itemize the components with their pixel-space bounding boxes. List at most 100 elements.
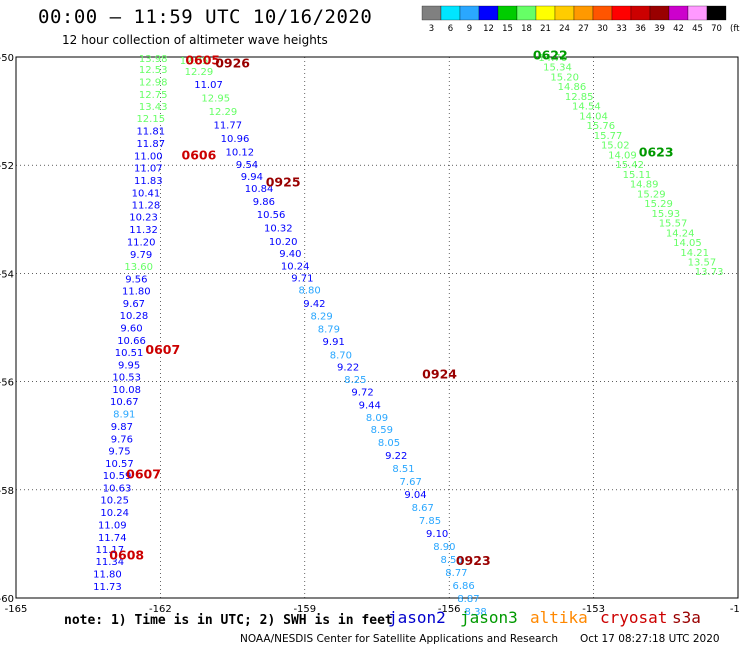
wave-height-value: 10.23 xyxy=(129,213,158,224)
wave-height-value: 11.20 xyxy=(127,237,156,248)
wave-height-value: 9.95 xyxy=(118,360,140,371)
wave-height-value: 15.42 xyxy=(615,160,644,171)
wave-height-value: 10.63 xyxy=(103,484,132,495)
colorbar-swatch xyxy=(535,5,556,21)
wave-height-value: 9.04 xyxy=(404,490,426,501)
wave-height-value: 15.34 xyxy=(543,63,572,74)
wave-height-value: 12.05 xyxy=(180,56,209,67)
x-tick-label: -153 xyxy=(582,604,605,615)
wave-height-value: 9.54 xyxy=(236,160,258,171)
wave-height-value: 8.91 xyxy=(113,410,135,421)
wave-height-value: 11.83 xyxy=(134,176,163,187)
wave-height-value: 15.11 xyxy=(623,170,652,181)
wave-height-value: 9.44 xyxy=(359,400,381,411)
wave-height-value: 8.70 xyxy=(330,351,352,362)
wave-height-value: 11.00 xyxy=(134,151,163,162)
wave-height-value: 9.60 xyxy=(120,324,142,335)
x-tick-label: -15 xyxy=(730,604,740,615)
wave-height-value: 9.10 xyxy=(426,529,448,540)
pass-time-label: 0607 xyxy=(126,467,161,482)
wave-height-value: 10.32 xyxy=(264,223,293,234)
wave-height-value: 8.59 xyxy=(371,425,393,436)
wave-height-value: 11.28 xyxy=(132,201,161,212)
wave-height-value: 14.89 xyxy=(630,180,659,191)
wave-height-value: 7.67 xyxy=(400,477,422,488)
wave-height-value: 15.29 xyxy=(644,199,673,210)
wave-height-value: 9.91 xyxy=(323,337,345,348)
wave-height-value: 15.77 xyxy=(594,131,623,142)
wave-height-value: 11.73 xyxy=(93,582,122,593)
wave-height-value: 9.87 xyxy=(111,422,133,433)
colorbar-label: 6 xyxy=(448,24,453,34)
wave-height-value: 8.80 xyxy=(298,286,320,297)
wave-height-value: 12.53 xyxy=(139,65,168,76)
wave-height-value: 10.96 xyxy=(221,134,250,145)
wave-height-value: 15.76 xyxy=(586,121,615,132)
wave-height-value: 8.38 xyxy=(465,607,487,618)
colorbar-swatch xyxy=(649,5,670,21)
wave-height-value: 12.85 xyxy=(565,92,594,103)
wave-height-value: 15.29 xyxy=(637,189,666,200)
pass-time-label: 0925 xyxy=(266,174,301,189)
pass-time-label: 0923 xyxy=(456,553,491,568)
wave-height-value: 14.54 xyxy=(572,102,601,113)
wave-height-value: 13.73 xyxy=(695,267,724,278)
wave-height-value: 11.17 xyxy=(96,545,125,556)
wave-height-value: 10.41 xyxy=(132,188,161,199)
wave-height-value: 10.20 xyxy=(269,237,298,248)
colorbar-swatch xyxy=(706,5,727,21)
wave-height-value: 11.09 xyxy=(98,520,127,531)
wave-height-value: 12.75 xyxy=(139,90,168,101)
legend-cryosat: cryosat xyxy=(600,608,668,627)
colorbar-label: 18 xyxy=(521,24,532,34)
wave-height-value: 8.05 xyxy=(378,438,400,449)
wave-height-value: 8.56 xyxy=(440,555,462,566)
wave-height-value: 10.25 xyxy=(100,496,129,507)
legend-jason3: jason3 xyxy=(460,608,518,627)
wave-height-value: 10.66 xyxy=(117,336,146,347)
wave-height-value: 11.80 xyxy=(122,287,151,298)
wave-height-value: 10.08 xyxy=(112,385,141,396)
wave-height-value: 12.15 xyxy=(136,114,165,125)
colorbar-swatch xyxy=(630,5,651,21)
wave-height-value: 12.98 xyxy=(139,77,168,88)
footnote: note: 1) Time is in UTC; 2) SWH is in fe… xyxy=(64,613,393,628)
y-tick-label: -54 xyxy=(0,269,14,280)
credit-line: NOAA/NESDIS Center for Satellite Applica… xyxy=(240,633,558,645)
wave-height-value: 9.40 xyxy=(279,249,301,260)
wave-height-value: 14.76 xyxy=(538,53,567,64)
wave-height-value: 10.12 xyxy=(225,148,254,159)
wave-height-value: 10.28 xyxy=(120,311,149,322)
colorbar-swatch xyxy=(687,5,708,21)
wave-height-value: 15.93 xyxy=(651,209,680,220)
x-tick-label: -165 xyxy=(5,604,28,615)
wave-height-value: 11.74 xyxy=(98,533,127,544)
plot-frame xyxy=(15,56,739,599)
colorbar-swatch xyxy=(516,5,537,21)
colorbar-swatch xyxy=(459,5,480,21)
colorbar-label: 9 xyxy=(467,24,472,34)
wave-height-value: 9.79 xyxy=(130,250,152,261)
page-subtitle: 12 hour collection of altimeter wave hei… xyxy=(62,33,328,47)
legend-altika: altika xyxy=(530,608,588,627)
pass-time-label: 0607 xyxy=(145,342,180,357)
colorbar-label: 12 xyxy=(483,24,494,34)
pass-time-label: 0924 xyxy=(422,366,457,381)
wave-height-value: 14.21 xyxy=(680,248,709,259)
wave-height-value: 14.04 xyxy=(579,111,608,122)
wave-height-value: 8.79 xyxy=(318,325,340,336)
wave-height-value: 8.87 xyxy=(457,594,479,605)
wave-height-value: 10.84 xyxy=(245,184,274,195)
colorbar-unit: (ft) xyxy=(730,24,740,34)
wave-height-value: 9.42 xyxy=(303,299,325,310)
wave-height-value: 13.57 xyxy=(688,257,717,268)
colorbar-swatch xyxy=(421,5,442,21)
wave-height-value: 9.71 xyxy=(291,274,313,285)
wave-height-value: 14.24 xyxy=(666,228,695,239)
legend-s3a: s3a xyxy=(672,608,701,627)
colorbar-label: 36 xyxy=(635,24,646,34)
wave-height-value: 9.76 xyxy=(111,434,133,445)
wave-height-value: 11.32 xyxy=(129,225,158,236)
colorbar-swatch xyxy=(478,5,499,21)
